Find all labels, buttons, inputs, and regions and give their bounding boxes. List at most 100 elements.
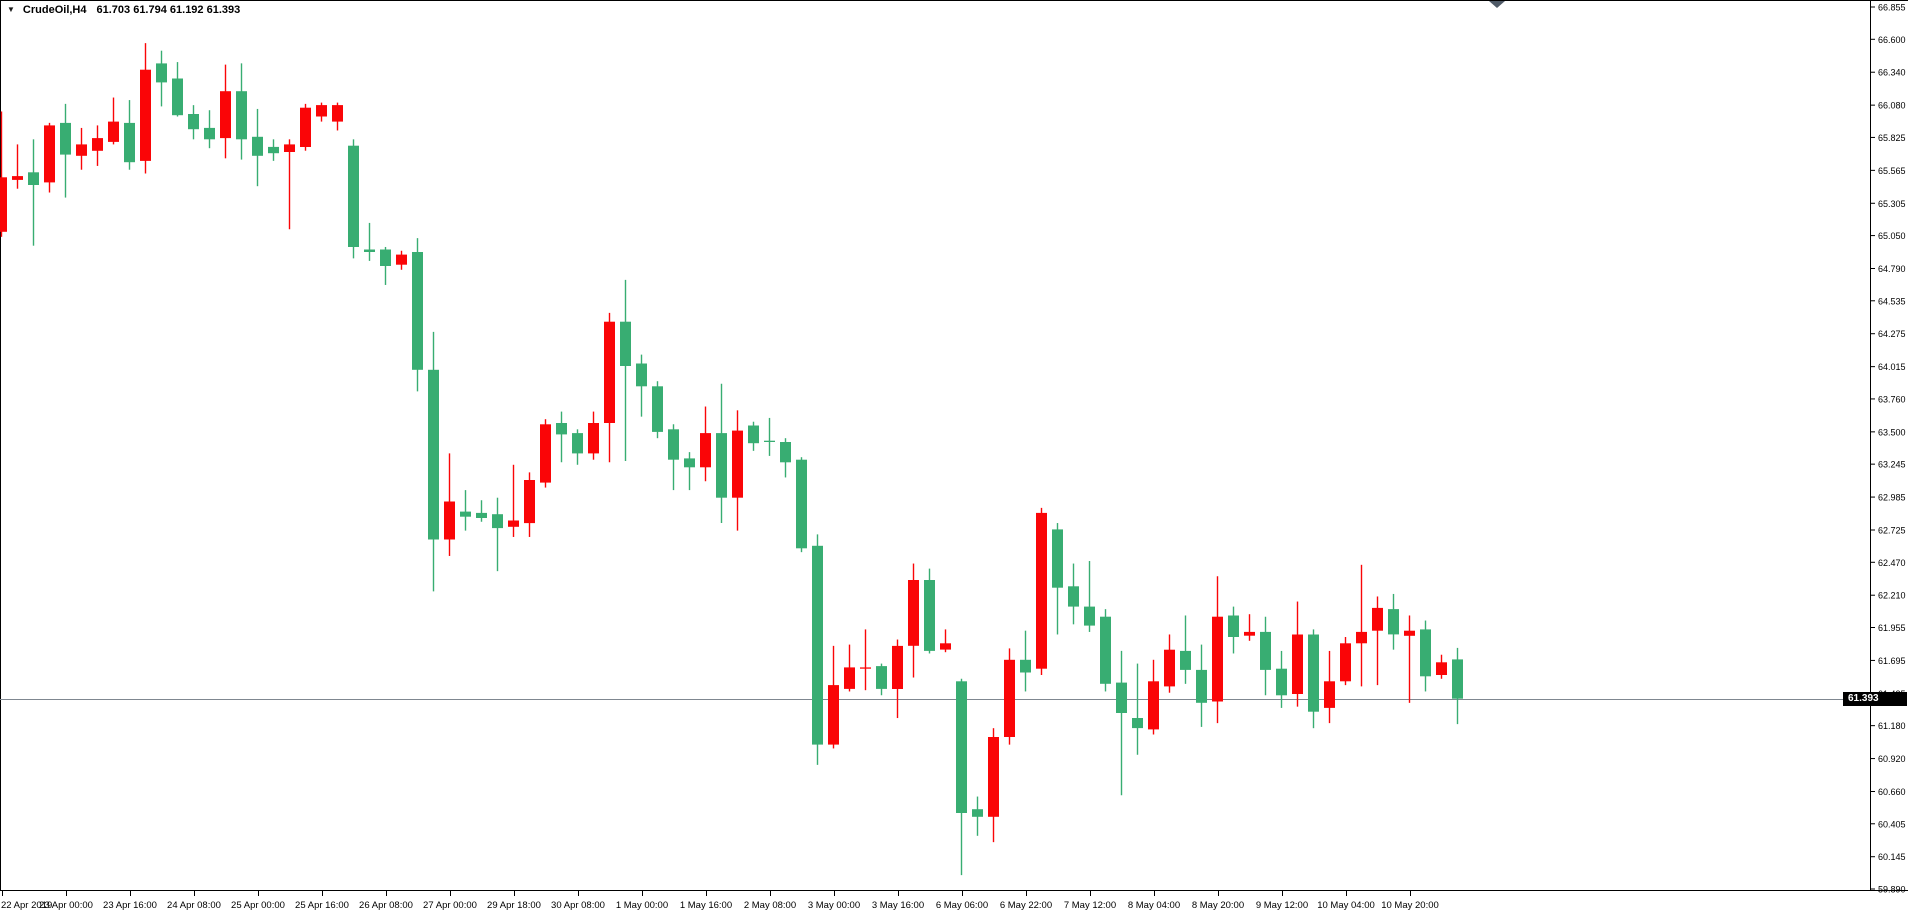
candle-body xyxy=(1436,662,1447,675)
candle-body xyxy=(988,737,999,817)
candle-body xyxy=(860,667,871,669)
chart-title: ▼ CrudeOil,H4 61.703 61.794 61.192 61.39… xyxy=(7,3,240,17)
candle-body xyxy=(1052,529,1063,588)
candle-body xyxy=(396,254,407,265)
price-axis-label: 62.725 xyxy=(1878,526,1906,536)
candle-body xyxy=(844,667,855,689)
candle-body xyxy=(460,511,471,517)
time-axis-label: 7 May 12:00 xyxy=(1064,900,1116,911)
price-axis-label: 60.660 xyxy=(1878,787,1906,797)
chart-shift-triangle-icon[interactable] xyxy=(1489,1,1505,8)
current-price-tag: 61.393 xyxy=(1843,692,1907,706)
price-axis-label: 65.565 xyxy=(1878,166,1906,176)
chart-menu-triangle-icon[interactable]: ▼ xyxy=(7,5,15,14)
price-axis-label: 62.470 xyxy=(1878,558,1906,568)
candle-body xyxy=(1356,631,1367,644)
time-axis-label: 26 Apr 08:00 xyxy=(359,900,413,911)
price-axis-label: 63.500 xyxy=(1878,427,1906,437)
time-axis-label: 2 May 08:00 xyxy=(744,900,796,911)
candle-body xyxy=(1084,606,1095,626)
candle-body xyxy=(940,643,951,650)
candle-body xyxy=(652,386,663,432)
candle-body xyxy=(156,63,167,83)
candle-body xyxy=(972,809,983,817)
candle-body xyxy=(428,369,439,540)
time-axis-label: 22 Apr 2019 xyxy=(1,900,52,911)
candle-body xyxy=(764,440,775,442)
candle-body xyxy=(108,121,119,142)
time-axis-label: 3 May 16:00 xyxy=(872,900,924,911)
candle-body xyxy=(1420,629,1431,677)
time-axis-label: 3 May 00:00 xyxy=(808,900,860,911)
price-axis-label: 65.825 xyxy=(1878,133,1906,143)
candle-body xyxy=(1260,631,1271,670)
candle-body xyxy=(732,430,743,498)
candle-body xyxy=(1404,630,1415,636)
time-axis-label: 6 May 22:00 xyxy=(1000,900,1052,911)
candle-body xyxy=(700,433,711,468)
candle-body xyxy=(796,459,807,549)
candle-body xyxy=(556,423,567,435)
candle-body xyxy=(908,580,919,646)
candle-body xyxy=(812,545,823,745)
price-axis-label: 62.210 xyxy=(1878,591,1906,601)
time-axis-label: 24 Apr 08:00 xyxy=(167,900,221,911)
candle-body xyxy=(1372,607,1383,631)
candle-body xyxy=(284,144,295,152)
price-axis-label: 61.180 xyxy=(1878,721,1906,731)
candle-body xyxy=(1036,512,1047,669)
candle-body xyxy=(252,136,263,156)
candle-body xyxy=(716,433,727,498)
candle-body xyxy=(0,177,7,232)
price-axis-label: 63.245 xyxy=(1878,460,1906,470)
candle-body xyxy=(236,91,247,140)
candle-body xyxy=(220,91,231,139)
candle-body xyxy=(44,125,55,183)
candle-body xyxy=(956,681,967,813)
candle-body xyxy=(1212,616,1223,702)
price-axis-label: 61.695 xyxy=(1878,656,1906,666)
candle-body xyxy=(1196,669,1207,703)
price-axis-label: 64.015 xyxy=(1878,362,1906,372)
candle-body xyxy=(1228,615,1239,637)
chart-title-symbol: CrudeOil,H4 xyxy=(22,4,87,16)
candle-body xyxy=(380,249,391,266)
candle-body xyxy=(620,321,631,366)
candle-body xyxy=(12,176,23,180)
candle-body xyxy=(332,105,343,122)
candle-body xyxy=(588,423,599,454)
time-axis-label: 30 Apr 08:00 xyxy=(551,900,605,911)
candle-body xyxy=(124,122,135,163)
price-axis-label: 64.790 xyxy=(1878,264,1906,274)
candle-body xyxy=(1116,682,1127,713)
candle-body xyxy=(476,512,487,518)
price-axis-label: 63.760 xyxy=(1878,394,1906,404)
price-axis-label: 65.305 xyxy=(1878,199,1906,209)
candle-body xyxy=(172,78,183,116)
candle-body xyxy=(316,105,327,117)
price-axis-label: 66.600 xyxy=(1878,35,1906,45)
candle-body xyxy=(828,685,839,745)
time-axis-label: 6 May 06:00 xyxy=(936,900,988,911)
candle-body xyxy=(28,172,39,185)
time-axis-label: 27 Apr 00:00 xyxy=(423,900,477,911)
candle-body xyxy=(92,138,103,151)
time-axis-label: 25 Apr 16:00 xyxy=(295,900,349,911)
candle-body xyxy=(1292,634,1303,694)
candle-body xyxy=(300,107,311,147)
candle-body xyxy=(636,363,647,387)
price-axis-label: 66.340 xyxy=(1878,68,1906,78)
time-axis-label: 8 May 20:00 xyxy=(1192,900,1244,911)
price-axis-label: 64.275 xyxy=(1878,329,1906,339)
time-axis-label: 1 May 16:00 xyxy=(680,900,732,911)
candle-body xyxy=(268,146,279,154)
price-axis-label: 60.405 xyxy=(1878,819,1906,829)
candle-body xyxy=(1324,681,1335,708)
candle-body xyxy=(444,501,455,540)
time-axis-label: 23 Apr 16:00 xyxy=(103,900,157,911)
candle-body xyxy=(748,425,759,444)
candle-body xyxy=(780,442,791,463)
candle-body xyxy=(188,114,199,130)
